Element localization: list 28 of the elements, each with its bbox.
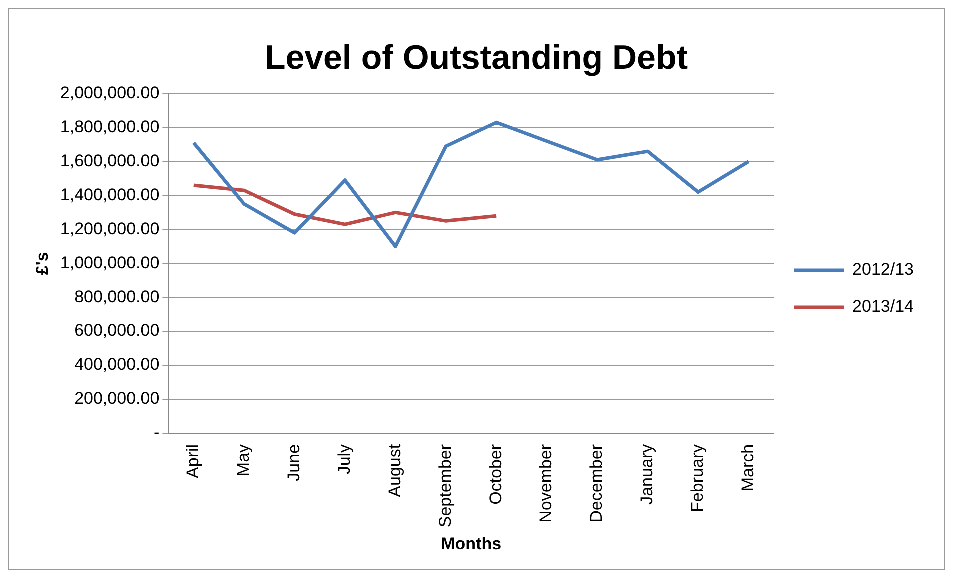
y-tick-label: 1,600,000.00 xyxy=(60,151,160,170)
y-tick-label: 200,000.00 xyxy=(74,389,160,408)
x-tick-label: August xyxy=(385,444,404,498)
y-tick-label: 1,800,000.00 xyxy=(60,117,160,136)
x-axis-title: Months xyxy=(441,534,502,554)
y-tick-label: - xyxy=(154,423,160,442)
x-tick-label: September xyxy=(436,444,455,528)
legend-label: 2013/14 xyxy=(852,297,914,316)
y-tick-label: 800,000.00 xyxy=(74,287,160,306)
y-tick-label: 1,000,000.00 xyxy=(60,253,160,272)
y-tick-label: 1,200,000.00 xyxy=(60,219,160,238)
x-tick-label: October xyxy=(486,444,506,505)
x-tick-label: March xyxy=(738,444,758,492)
x-tick-label: January xyxy=(638,444,657,505)
chart-title: Level of Outstanding Debt xyxy=(264,38,688,77)
x-tick-label: December xyxy=(587,444,606,523)
x-tick-label: June xyxy=(284,444,304,482)
x-tick-label: November xyxy=(536,444,556,523)
y-axis-title: £'s xyxy=(32,252,52,276)
x-tick-label: May xyxy=(234,444,254,477)
y-tick-label: 2,000,000.00 xyxy=(60,83,160,102)
legend-label: 2012/13 xyxy=(852,260,914,280)
y-tick-label: 600,000.00 xyxy=(74,321,160,340)
x-tick-label: July xyxy=(334,444,354,475)
x-tick-label: April xyxy=(184,444,203,478)
y-tick-label: 400,000.00 xyxy=(74,355,160,374)
y-tick-label: 1,400,000.00 xyxy=(60,185,160,204)
x-tick-label: February xyxy=(688,444,708,512)
